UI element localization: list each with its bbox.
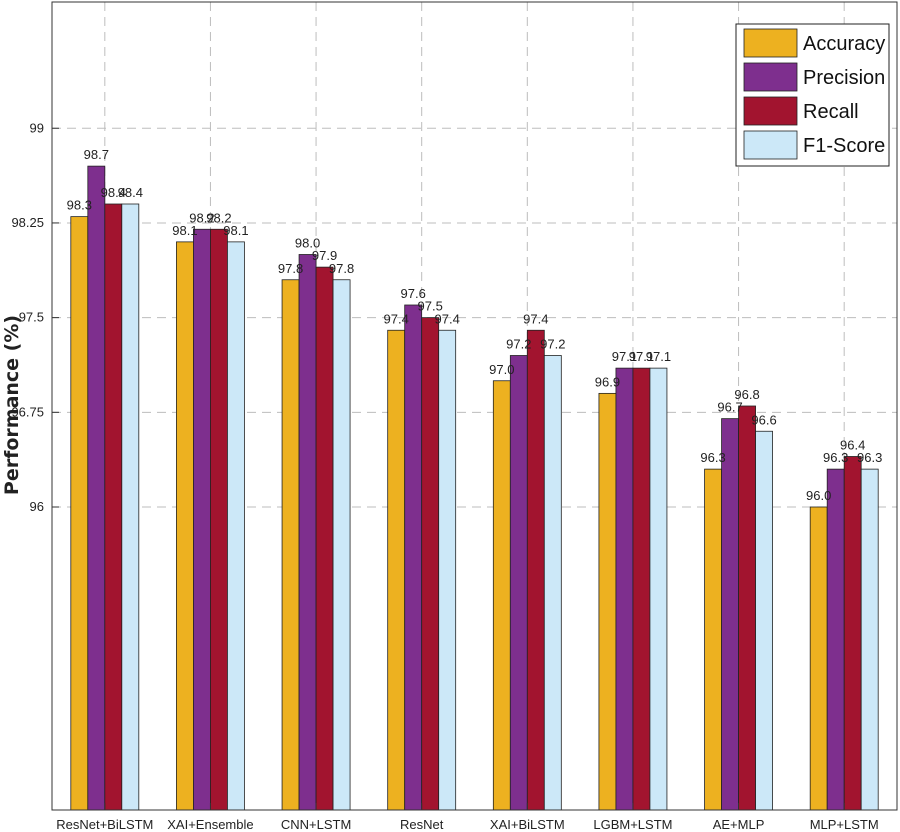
bar-accuracy (176, 241, 194, 811)
bar-f1-score (649, 367, 668, 811)
data-label: 96.3 (823, 450, 848, 465)
data-label: 98.2 (206, 210, 231, 225)
data-label: 97.6 (401, 286, 426, 301)
x-tick-label: ResNet+BiLSTM (56, 817, 153, 832)
bar-f1-score (121, 203, 140, 811)
y-tick-label: 96.75 (11, 404, 44, 419)
x-tick-label: ResNet (400, 817, 444, 832)
legend-swatch (743, 96, 798, 126)
bar-precision (509, 355, 528, 811)
data-labels-layer: 98.3 98.1 97.8 97.4 97.0 96.9 96.3 96.0 98.7 98.2… (67, 147, 883, 503)
data-label: 98.3 (67, 198, 92, 213)
bar-f1-score (755, 430, 773, 811)
bar-recall (421, 317, 440, 811)
data-label: 97.4 (384, 311, 409, 326)
bar-f1-score (543, 355, 562, 811)
axes-layer: 96 96.75 97.5 98.25 99 ResNet+BiLSTM XAI+Ensem… (11, 1, 898, 832)
data-label: 98.4 (118, 185, 143, 200)
data-label: 97.1 (629, 349, 654, 364)
data-label: 96.8 (734, 387, 759, 402)
data-label: 98.1 (172, 223, 197, 238)
bar-accuracy (387, 329, 406, 811)
bar-precision (615, 367, 634, 811)
bar-accuracy (281, 279, 300, 811)
y-tick-label: 99 (30, 120, 44, 135)
bar-accuracy (598, 392, 617, 811)
data-label: 97.2 (506, 337, 531, 352)
data-label: 97.4 (435, 311, 460, 326)
legend-label: Recall (803, 101, 859, 123)
data-label: 96.3 (857, 450, 882, 465)
legend-swatch (743, 28, 798, 58)
x-tick-label: LGBM+LSTM (593, 817, 672, 832)
bar-recall (315, 266, 334, 811)
bar-f1-score (438, 329, 457, 811)
legend-label: F1-Score (803, 135, 885, 157)
data-label: 97.4 (523, 311, 548, 326)
legend-swatch (743, 62, 798, 92)
bar-precision (193, 228, 211, 811)
legend: Accuracy Precision Recall F1-Score (735, 23, 890, 167)
data-label: 98.7 (84, 147, 109, 162)
legend-label: Accuracy (803, 33, 885, 55)
y-tick-label: 96 (30, 499, 44, 514)
x-tick-label: XAI+BiLSTM (490, 817, 565, 832)
legend-swatch (743, 130, 798, 160)
data-label: 97.8 (278, 261, 303, 276)
legend-label: Precision (803, 67, 885, 89)
bar-recall (738, 405, 756, 811)
bar-accuracy (704, 468, 722, 811)
bar-f1-score (227, 241, 245, 811)
bar-precision (826, 468, 845, 811)
bar-precision (298, 254, 317, 811)
data-label: 97.2 (540, 337, 565, 352)
bars-layer (70, 165, 879, 811)
bar-accuracy (492, 380, 511, 811)
bar-recall (632, 367, 651, 811)
y-tick-label: 97.5 (19, 310, 44, 325)
data-label: 97.8 (329, 261, 354, 276)
bar-recall (104, 203, 123, 811)
bar-f1-score (860, 468, 879, 811)
data-label: 98.1 (223, 223, 248, 238)
bar-precision (87, 165, 106, 811)
data-label: 97.9 (312, 248, 337, 263)
y-axis-title: Performance (%) (1, 315, 23, 495)
data-label: 97.1 (646, 349, 671, 364)
data-label: 96.9 (595, 374, 620, 389)
bar-recall (526, 329, 545, 811)
x-tick-label: MLP+LSTM (810, 817, 879, 832)
bar-recall (843, 456, 862, 811)
data-label: 98.2 (189, 210, 214, 225)
data-label: 96.4 (840, 438, 865, 453)
data-label: 97.1 (612, 349, 637, 364)
data-label: 96.3 (700, 450, 725, 465)
data-label: 96.6 (751, 412, 776, 427)
x-tick-label: AE+MLP (713, 817, 765, 832)
data-label: 96.7 (717, 400, 742, 415)
bar-precision (404, 304, 423, 811)
data-label: 98.4 (101, 185, 126, 200)
data-label: 97.0 (489, 362, 514, 377)
x-tick-label: XAI+Ensemble (167, 817, 253, 832)
data-label: 97.5 (418, 299, 443, 314)
bar-precision (721, 418, 739, 811)
bar-accuracy (70, 216, 89, 811)
data-label: 96.0 (806, 488, 831, 503)
bar-accuracy (809, 506, 828, 811)
data-label: 98.0 (295, 236, 320, 251)
bar-recall (210, 228, 228, 811)
x-tick-label: CNN+LSTM (281, 817, 351, 832)
y-tick-label: 98.25 (11, 215, 44, 230)
plot-frame (51, 1, 898, 811)
bar-f1-score (332, 279, 351, 811)
